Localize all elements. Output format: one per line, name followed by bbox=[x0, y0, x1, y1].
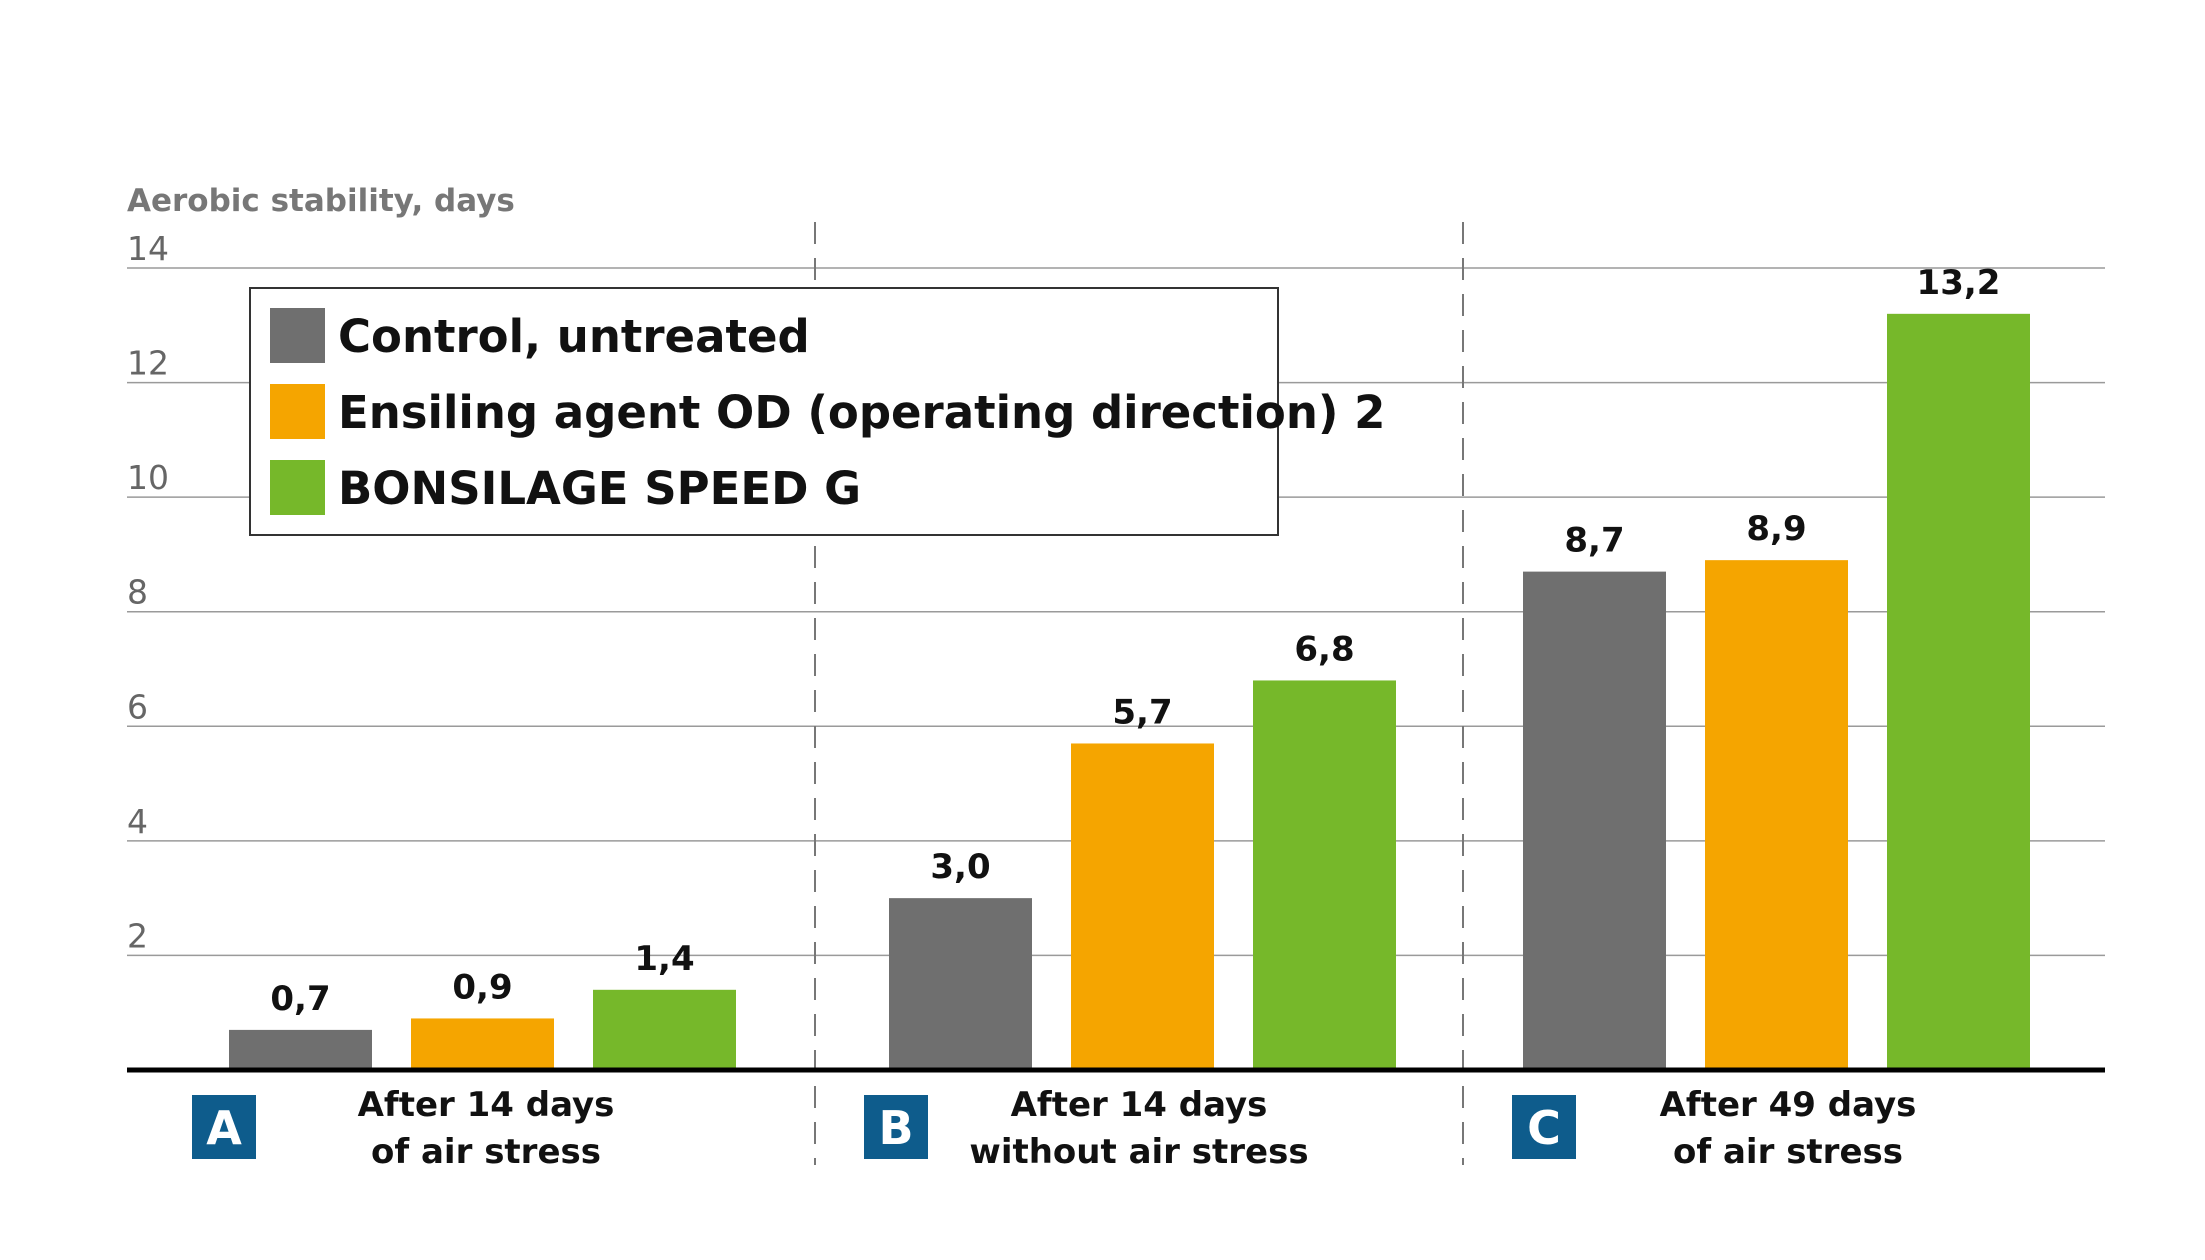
y-axis-title: Aerobic stability, days bbox=[127, 183, 515, 219]
bar bbox=[229, 1029, 372, 1070]
legend-label: BONSILAGE SPEED G bbox=[338, 462, 861, 515]
y-axis-ticks: 2 4 6 8 10 12 14 bbox=[127, 229, 169, 955]
value-label: 3,0 bbox=[930, 847, 990, 887]
bar bbox=[1523, 571, 1666, 1070]
legend-label: Ensiling agent OD (operating direction) … bbox=[338, 386, 1385, 439]
bar bbox=[1705, 560, 1848, 1070]
group-badge bbox=[192, 1095, 256, 1159]
y-tick-label: 8 bbox=[127, 573, 148, 612]
category-label: After 14 days bbox=[358, 1085, 615, 1125]
legend: Control, untreated Ensiling agent OD (ope… bbox=[249, 287, 1385, 536]
y-tick-label: 2 bbox=[127, 916, 148, 955]
value-label: 8,7 bbox=[1564, 521, 1624, 561]
value-label: 1,4 bbox=[634, 939, 694, 979]
category-label: After 14 days bbox=[1011, 1085, 1268, 1125]
value-label: 13,2 bbox=[1917, 263, 2001, 303]
category-label: of air stress bbox=[1673, 1132, 1903, 1172]
legend-label: Control, untreated bbox=[338, 310, 810, 363]
y-tick-label: 14 bbox=[127, 229, 169, 268]
bar bbox=[1887, 313, 2030, 1070]
value-label: 6,8 bbox=[1294, 629, 1354, 669]
bar bbox=[593, 989, 736, 1070]
value-label: 8,9 bbox=[1746, 509, 1806, 549]
bar bbox=[889, 898, 1032, 1070]
legend-swatch bbox=[270, 460, 325, 515]
legend-swatch bbox=[270, 308, 325, 363]
group-badge-letter: A bbox=[206, 1101, 242, 1155]
legend-box bbox=[249, 287, 1279, 536]
value-labels: 0,7 3,0 8,7 0,9 5,7 8,9 1,4 6,8 13,2 bbox=[270, 263, 2000, 1019]
group-badge bbox=[864, 1095, 928, 1159]
group-badge-letter: B bbox=[878, 1101, 913, 1155]
category-label: of air stress bbox=[371, 1132, 601, 1172]
value-label: 5,7 bbox=[1112, 692, 1172, 732]
bar bbox=[1071, 743, 1214, 1070]
value-label: 0,7 bbox=[270, 979, 330, 1019]
y-tick-label: 6 bbox=[127, 687, 148, 726]
value-label: 0,9 bbox=[452, 967, 512, 1007]
category-label: After 49 days bbox=[1660, 1085, 1917, 1125]
bar bbox=[411, 1018, 554, 1070]
y-tick-label: 10 bbox=[127, 458, 169, 497]
category-labels: A After 14 days of air stress B After 14 day… bbox=[192, 1085, 1916, 1172]
bars bbox=[229, 313, 2030, 1070]
y-tick-label: 4 bbox=[127, 802, 148, 841]
group-badge-letter: C bbox=[1527, 1101, 1561, 1155]
bar bbox=[1253, 680, 1396, 1070]
category-label: without air stress bbox=[969, 1132, 1308, 1172]
group-badge bbox=[1512, 1095, 1576, 1159]
legend-swatch bbox=[270, 384, 325, 439]
y-tick-label: 12 bbox=[127, 344, 169, 383]
